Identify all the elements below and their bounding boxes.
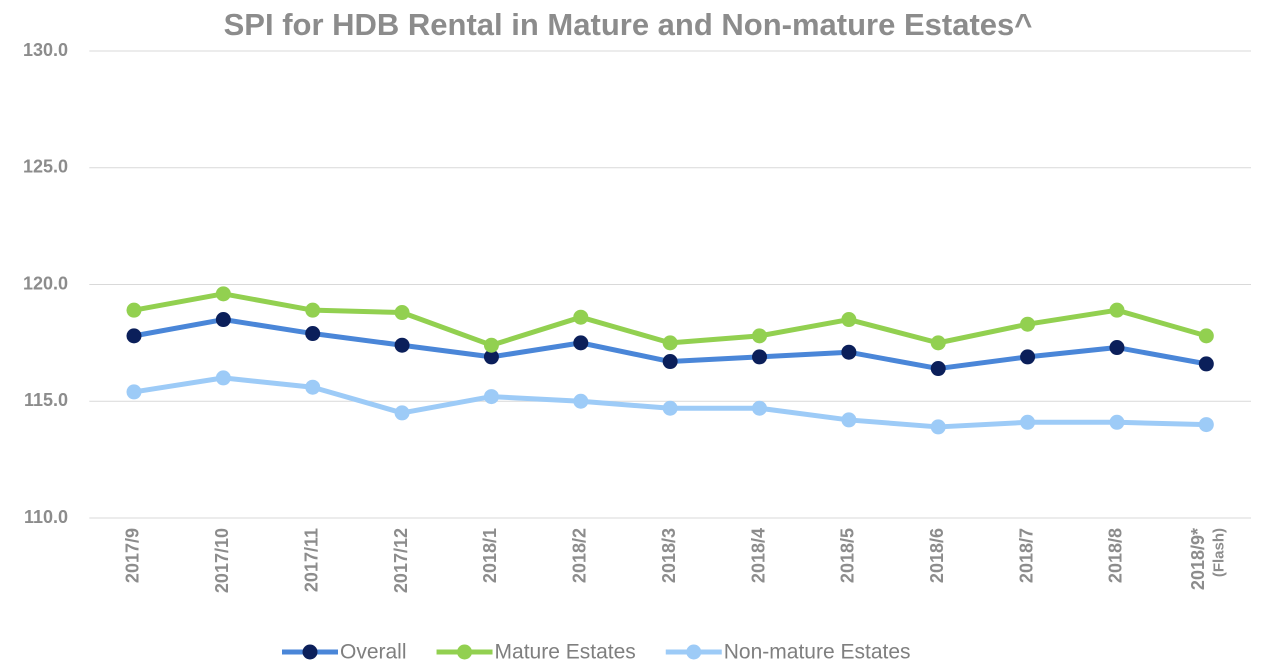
data-point: [573, 309, 589, 325]
data-point: [573, 335, 589, 351]
x-tick-label: 2018/6: [927, 528, 947, 583]
x-tick-label: 2018/8: [1106, 528, 1126, 583]
data-point: [662, 335, 678, 351]
data-point: [662, 354, 678, 370]
x-tick-label: 2018/9*: [1188, 528, 1208, 590]
chart-title: SPI for HDB Rental in Mature and Non-mat…: [224, 7, 1033, 42]
data-point: [752, 349, 768, 365]
x-tick-label: 2018/5: [838, 528, 858, 583]
data-point: [1109, 302, 1125, 318]
data-point: [930, 335, 946, 351]
y-tick-label: 130.0: [23, 40, 68, 60]
x-tick-label: 2018/2: [570, 528, 590, 583]
data-point: [215, 312, 231, 328]
data-point: [841, 412, 857, 428]
x-tick-label: 2017/12: [391, 528, 411, 593]
data-point: [483, 337, 499, 353]
x-tick-label: 2018/3: [659, 528, 679, 583]
data-point: [1020, 349, 1036, 365]
data-point: [483, 349, 499, 365]
data-point: [126, 302, 142, 318]
data-point: [483, 389, 499, 405]
data-point: [126, 384, 142, 400]
x-tick-label: 2017/10: [212, 528, 232, 593]
legend-marker: [302, 644, 318, 660]
data-point: [841, 312, 857, 328]
x-tick-note: (Flash): [1210, 528, 1227, 577]
data-point: [752, 328, 768, 344]
y-tick-label: 115.0: [24, 390, 68, 410]
data-point: [573, 393, 589, 409]
x-tick-label: 2017/9: [123, 528, 143, 583]
y-tick-label: 125.0: [23, 157, 68, 177]
x-tick-label: 2018/7: [1016, 528, 1036, 583]
data-point: [930, 361, 946, 377]
x-tick-label: 2017/11: [301, 528, 321, 592]
legend-label: Non-mature Estates: [724, 641, 911, 664]
data-point: [1109, 414, 1125, 430]
x-tick-label: 2018/1: [480, 528, 500, 583]
data-point: [1020, 316, 1036, 332]
y-tick-label: 110.0: [24, 507, 68, 527]
data-point: [1198, 328, 1214, 344]
data-point: [215, 286, 231, 302]
data-point: [1109, 340, 1125, 356]
x-tick-label: 2018/4: [748, 528, 768, 583]
data-point: [1198, 356, 1214, 372]
legend-label: Mature Estates: [495, 641, 636, 664]
legend-label: Overall: [340, 641, 407, 664]
data-point: [394, 305, 410, 321]
data-point: [1198, 417, 1214, 433]
data-point: [305, 326, 321, 342]
legend-marker: [457, 644, 473, 660]
data-point: [752, 400, 768, 416]
data-point: [215, 370, 231, 386]
data-point: [394, 337, 410, 353]
data-point: [662, 400, 678, 416]
data-point: [841, 344, 857, 360]
legend-marker: [686, 644, 702, 660]
data-point: [305, 379, 321, 395]
y-tick-label: 120.0: [23, 273, 68, 293]
data-point: [126, 328, 142, 344]
data-point: [1020, 414, 1036, 430]
data-point: [305, 302, 321, 318]
data-point: [930, 419, 946, 435]
data-point: [394, 405, 410, 421]
